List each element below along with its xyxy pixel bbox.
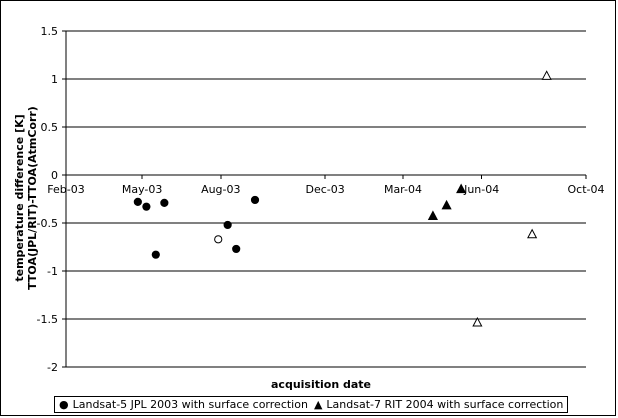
y-axis-title-line1: temperature difference [K] [13,114,26,281]
y-tick-label: -2 [47,361,58,374]
legend-label-landsat5: Landsat-5 JPL 2003 with surface correcti… [72,398,308,411]
data-point-triangle-filled [441,199,452,210]
data-point-circle-filled [160,198,169,207]
y-tick-label: -1.5 [37,313,58,326]
data-point-circle-filled [250,195,260,205]
axis-layer: 1.5 1 0.5 0 -0.5 -1 -1.5 -2 Feb-03 May-03 Aug-03 De… [37,25,605,374]
data-point-triangle-open [472,316,483,327]
y-tick-label: -0.5 [37,217,58,230]
y-tick-label: -1 [47,265,58,278]
y-tick-label: 0.5 [41,121,59,134]
data-point-circle-filled [223,220,232,230]
data-point-triangle-open [541,70,552,80]
y-tick-label: 0 [51,169,58,182]
legend-entry-landsat7: ▲ Landsat-7 RIT 2004 with surface correc… [314,398,563,411]
data-point-circle-open [214,235,223,244]
y-axis-title-line2: TTOA(JPL/RIT)-TTOA(AtmCorr) [26,106,39,290]
x-tick-label: Mar-04 [384,183,422,196]
marks-layer [133,70,552,327]
x-tick-label: Feb-03 [47,183,84,196]
x-tick-label: Jun-04 [463,183,499,196]
data-point-circle-filled [232,244,241,254]
x-tick-label: Dec-03 [306,183,345,196]
data-point-circle-filled [133,197,142,206]
legend-entry-landsat5: ● Landsat-5 JPL 2003 with surface correc… [59,398,308,411]
data-point-triangle-open [527,228,538,239]
x-tick-label: May-03 [122,183,163,196]
x-tick-label: Oct-04 [568,183,605,196]
data-point-triangle-filled [456,183,467,194]
data-point-circle-filled [151,250,160,259]
legend: ● Landsat-5 JPL 2003 with surface correc… [54,396,569,413]
y-tick-label: 1 [51,73,58,86]
triangle-filled-icon: ▲ [313,398,323,411]
circle-filled-icon: ● [59,398,69,411]
legend-label-landsat7: Landsat-7 RIT 2004 with surface correcti… [326,398,564,411]
data-point-circle-filled [142,202,151,211]
grid-layer [66,30,586,368]
x-tick-label: Aug-03 [201,183,240,196]
data-point-triangle-filled [427,210,438,220]
x-axis-title: acquisition date [271,378,371,391]
y-tick-label: 1.5 [41,25,59,38]
